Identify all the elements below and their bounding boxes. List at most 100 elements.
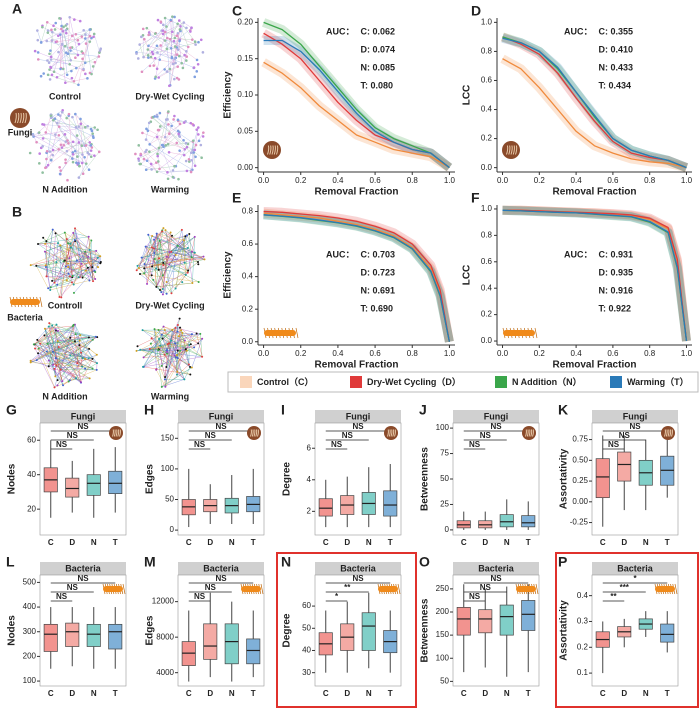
network-node [53, 28, 57, 31]
network-node [91, 65, 95, 68]
network-node [47, 359, 50, 362]
box [456, 607, 471, 636]
network-edge [47, 134, 66, 152]
network-node [58, 295, 61, 298]
network-node [146, 54, 150, 57]
network-node [57, 148, 61, 151]
network-edge [161, 232, 171, 293]
network-edge [143, 356, 203, 368]
network-node [72, 79, 76, 83]
network-node [176, 357, 179, 360]
network-node [84, 33, 87, 36]
network-node [96, 128, 99, 132]
y-tick-label: 12000 [152, 597, 175, 606]
series-line [502, 36, 687, 169]
x-tick-label: C [600, 538, 606, 547]
network-node [62, 143, 66, 147]
network-node [189, 170, 193, 174]
series-line [263, 212, 451, 342]
network-node [90, 146, 94, 149]
significance-label: NS [215, 574, 227, 583]
network-edge [158, 329, 178, 372]
y-tick-label: 500 [23, 578, 37, 587]
x-tick-label: 0.2 [534, 349, 546, 358]
network-edge [166, 272, 188, 283]
network-node [95, 353, 98, 356]
network-node [91, 367, 94, 370]
network-node [199, 143, 203, 147]
network-node [175, 34, 179, 38]
network-edge [140, 349, 191, 375]
network-node [166, 142, 170, 146]
network-edge [149, 144, 193, 170]
x-tick-label: T [388, 538, 393, 547]
network-node [45, 157, 48, 161]
network-node [137, 267, 140, 270]
group-label: Bacteria [7, 312, 44, 322]
network-edge [191, 236, 195, 252]
fungi-icon-hypha [671, 429, 673, 437]
network-edge [50, 32, 53, 57]
facet-strip [178, 562, 264, 575]
network-edge [56, 56, 99, 78]
network-node [166, 118, 169, 121]
network-node [74, 333, 77, 336]
x-tick-label: 0.4 [332, 176, 344, 185]
network-node [135, 349, 138, 352]
network-edge [75, 34, 91, 37]
network-node [164, 143, 168, 147]
network-edge [36, 265, 49, 289]
auc-value: T: 0.080 [361, 80, 394, 90]
network-node [158, 58, 162, 61]
x-tick-label: D [69, 689, 75, 698]
network-edge [184, 144, 197, 156]
network-node [92, 35, 95, 39]
network-node [194, 155, 197, 159]
x-tick-label: 1.0 [681, 176, 693, 185]
fungi-icon [247, 426, 261, 440]
network-edge [36, 265, 67, 281]
network-edge [36, 265, 46, 266]
network-edge [144, 245, 178, 274]
network-node [95, 362, 98, 365]
network-node [88, 347, 91, 350]
network-edge [50, 35, 91, 68]
network-node [165, 349, 168, 352]
y-axis-label: Betweenness [420, 598, 431, 662]
network-node [37, 352, 40, 355]
network-node [58, 114, 62, 117]
network-node [173, 164, 176, 168]
network-node [166, 343, 169, 346]
y-tick-label: 0.00 [572, 497, 588, 506]
network-node [74, 66, 78, 70]
box [108, 623, 123, 650]
network-node [166, 352, 169, 355]
network-node [61, 29, 65, 33]
network-node [183, 261, 186, 264]
series-line [502, 209, 688, 342]
network-node [156, 128, 160, 132]
network-edge [164, 354, 185, 380]
network-node [60, 27, 63, 31]
auc-value: D: 0.723 [361, 267, 396, 277]
y-tick-label: 0.4 [242, 272, 254, 281]
network-edge [61, 243, 69, 298]
y-tick-label: 6 [307, 443, 312, 452]
auc-label: AUC： [564, 249, 593, 259]
network-node [65, 149, 69, 153]
network-node [139, 348, 142, 351]
significance-label: NS [56, 440, 68, 449]
network-edge [74, 228, 90, 281]
x-tick-label: T [388, 689, 393, 698]
network-node [155, 161, 158, 164]
network-edge [154, 258, 199, 283]
facet-title: Fungi [71, 411, 96, 421]
significance-label: NS [67, 431, 79, 440]
auc-value: D: 0.935 [599, 267, 634, 277]
facet-strip [315, 410, 401, 423]
x-tick-label: C [323, 689, 329, 698]
network-node [141, 33, 145, 37]
significance-label: NS [194, 440, 206, 449]
x-tick-label: N [643, 538, 649, 547]
network-edge [142, 132, 185, 150]
